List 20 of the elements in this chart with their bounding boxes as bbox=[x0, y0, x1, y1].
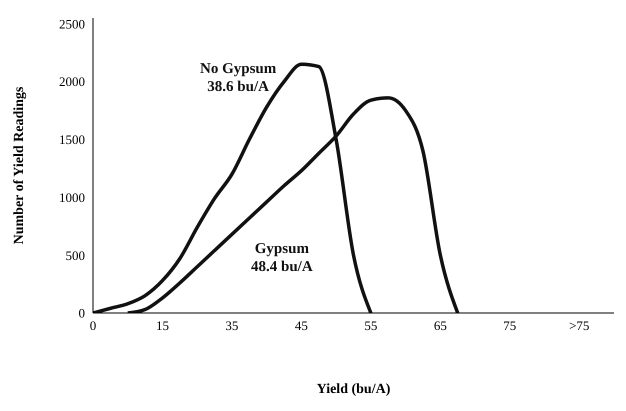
y-tick-label: 2500 bbox=[59, 16, 85, 32]
x-tick-label: 65 bbox=[434, 318, 447, 334]
y-tick-label: 500 bbox=[66, 248, 85, 263]
x-tick-label: 45 bbox=[294, 318, 308, 334]
x-tick-label: 55 bbox=[364, 318, 378, 334]
y-tick-label: 1000 bbox=[59, 190, 85, 205]
series-label: No Gypsum bbox=[200, 60, 276, 78]
y-tick-label: 1500 bbox=[59, 132, 85, 148]
series-label: Gypsum bbox=[254, 240, 310, 258]
x-axis-title: Yield (bu/A) bbox=[316, 382, 391, 397]
annotation: 48.4 bu/A bbox=[251, 258, 313, 276]
x-tick-label: >75 bbox=[569, 318, 590, 334]
y-tick-label: 0 bbox=[78, 306, 85, 321]
y-tick-label: 2000 bbox=[59, 74, 85, 90]
x-tick-label: 35 bbox=[225, 318, 238, 334]
x-tick-label: 15 bbox=[156, 318, 169, 334]
y-axis-title: Number of Yield Readings bbox=[12, 86, 27, 244]
annotation: 38.6 bu/A bbox=[206, 78, 270, 96]
x-tick-label: 75 bbox=[503, 318, 516, 334]
x-tick-label: 0 bbox=[90, 318, 96, 334]
